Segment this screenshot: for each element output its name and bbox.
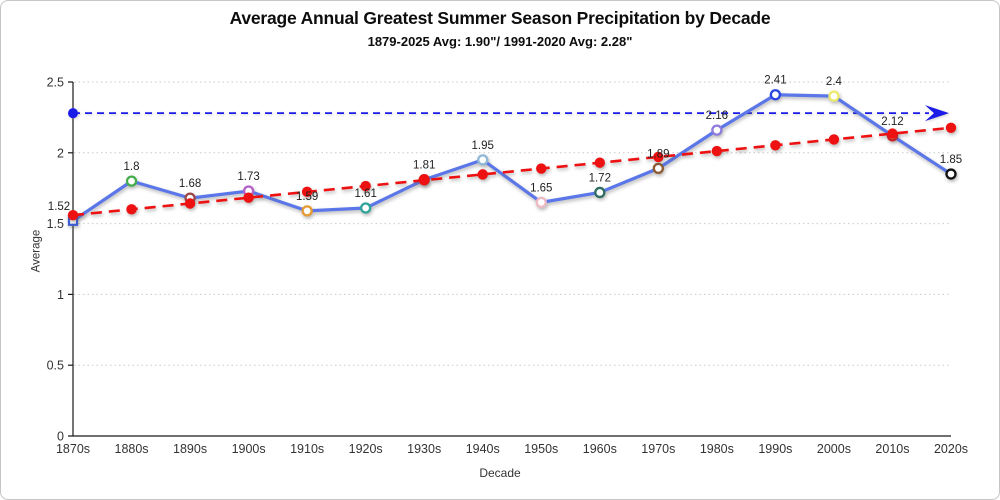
x-tick-label-1870s: 1870s xyxy=(56,442,90,456)
x-tick-label-1890s: 1890s xyxy=(173,442,207,456)
y-tick-label-2.5: 2.5 xyxy=(47,76,64,90)
trendline-dot-1950s xyxy=(536,163,547,174)
data-label-1900s: 1.73 xyxy=(237,171,259,183)
x-tick-label-2000s: 2000s xyxy=(817,442,851,456)
y-tick-label-0: 0 xyxy=(57,430,64,444)
x-tick-label-1970s: 1970s xyxy=(641,442,675,456)
data-point-1990s xyxy=(769,89,782,101)
data-label-1920s: 1.61 xyxy=(354,188,376,200)
data-series-group xyxy=(67,89,957,226)
data-label-1870s: 1.52 xyxy=(48,201,70,213)
x-tick-label-2020s: 2020s xyxy=(934,442,968,456)
trendline-dot-1930s xyxy=(419,175,430,186)
data-label-1890s: 1.68 xyxy=(179,178,201,190)
trendline-dot-1940s xyxy=(477,169,488,180)
data-label-1940s: 1.95 xyxy=(472,140,494,152)
data-label-1930s: 1.81 xyxy=(413,160,435,172)
data-point-2020s xyxy=(945,168,957,180)
data-label-1970s: 1.89 xyxy=(647,148,669,160)
x-axis-title: Decade xyxy=(479,466,521,480)
data-point-1950s xyxy=(535,196,547,209)
reference-arrow-icon xyxy=(925,105,949,122)
chart-subtitle: 1879-2025 Avg: 1.90"/ 1991-2020 Avg: 2.2… xyxy=(367,34,633,49)
y-tick-label-2: 2 xyxy=(57,146,64,160)
x-tick-label-1960s: 1960s xyxy=(583,442,617,456)
data-label-1980s: 2.16 xyxy=(706,110,728,122)
y-tick-label-1.5: 1.5 xyxy=(47,217,64,231)
data-point-2000s xyxy=(828,90,840,102)
data-point-1940s xyxy=(477,154,489,166)
data-label-2020s: 1.85 xyxy=(940,154,962,166)
trendline-dot-1900s xyxy=(243,192,254,203)
trendline-group xyxy=(67,122,957,221)
x-tick-label-1990s: 1990s xyxy=(758,442,792,456)
trendline-dot-1960s xyxy=(594,157,605,168)
trendline-dot-1870s xyxy=(67,209,79,221)
data-point-1980s xyxy=(711,124,723,136)
data-point-1880s xyxy=(125,175,138,187)
trendline-dot-1990s xyxy=(770,140,781,151)
x-tick-label-2010s: 2010s xyxy=(875,442,909,456)
x-tick-label-1910s: 1910s xyxy=(290,442,324,456)
x-tick-label-1920s: 1920s xyxy=(349,442,383,456)
x-tick-label-1980s: 1980s xyxy=(700,442,734,456)
trendline-dot-1880s xyxy=(126,204,137,215)
x-tick-label-1950s: 1950s xyxy=(524,442,558,456)
data-label-1880s: 1.8 xyxy=(124,161,140,173)
x-tick-label-1930s: 1930s xyxy=(407,442,441,456)
data-label-2000s: 2.4 xyxy=(826,76,843,88)
data-point-1910s xyxy=(301,205,313,217)
data-label-1990s: 2.41 xyxy=(764,75,786,87)
data-point-1970s xyxy=(652,162,664,175)
reference-start-dot xyxy=(68,108,78,119)
trendline-dot-1890s xyxy=(184,198,196,209)
chart-title: Average Annual Greatest Summer Season Pr… xyxy=(229,8,771,28)
data-label-1910s: 1.59 xyxy=(296,191,318,203)
data-label-1960s: 1.72 xyxy=(589,172,611,184)
data-series-line xyxy=(71,93,953,223)
trendline-dot-1920s xyxy=(360,180,371,192)
data-label-1950s: 1.65 xyxy=(530,182,552,194)
trendline xyxy=(72,126,952,217)
reference-line-group xyxy=(68,105,949,122)
y-tick-label-1: 1 xyxy=(57,288,64,302)
trendline-dot-2000s xyxy=(828,134,840,145)
trendline-dot-1980s xyxy=(711,145,723,157)
trendline-dot-1970s xyxy=(653,151,664,163)
x-tick-label-1900s: 1900s xyxy=(232,442,266,456)
trendline-dot-2020s xyxy=(945,122,957,133)
data-point-1960s xyxy=(594,186,606,199)
data-point-1920s xyxy=(360,202,372,214)
trendline-dot-2010s xyxy=(887,128,898,139)
x-tick-label-1880s: 1880s xyxy=(115,442,149,456)
y-tick-label-0.5: 0.5 xyxy=(47,359,64,373)
x-tick-label-1940s: 1940s xyxy=(466,442,500,456)
data-label-2010s: 2.12 xyxy=(881,116,903,128)
trendline-dot-1910s xyxy=(301,186,313,198)
